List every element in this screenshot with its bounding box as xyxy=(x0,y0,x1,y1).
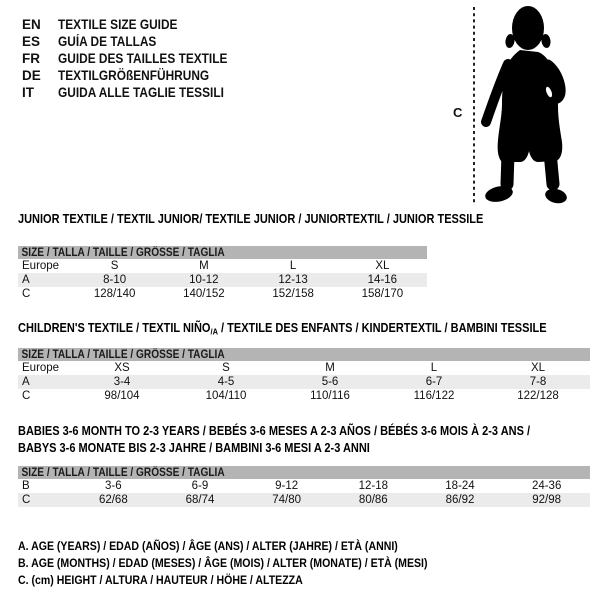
row-label: A xyxy=(22,376,30,388)
table-cell: 80/86 xyxy=(358,494,388,506)
language-row: ES GUÍA DE TALLAS xyxy=(22,33,251,50)
table-cell: 110/116 xyxy=(310,390,350,402)
row-label: B xyxy=(22,480,30,492)
row-label: Europe xyxy=(22,260,60,272)
table-cell: 3-4 xyxy=(113,376,131,388)
table-row: A 8-10 10-12 12-13 14-16 xyxy=(18,273,427,287)
table-row: C 98/104 104/110 110/116 116/122 122/128 xyxy=(18,389,590,403)
language-row: FR GUIDE DES TAILLES TEXTILE xyxy=(22,50,251,67)
language-code: IT xyxy=(22,85,34,100)
hand-gap xyxy=(545,86,553,98)
table-row: B 3-6 6-9 9-12 12-18 18-24 24-36 xyxy=(18,479,590,493)
table-cell: 6-9 xyxy=(191,480,209,492)
babies-section-heading-line2: BABYS 3-6 MONATE BIS 2-3 JAHRE / BAMBINI… xyxy=(18,441,370,455)
footnote-b: B. AGE (MONTHS) / EDAD (MESES) / ÂGE (MO… xyxy=(18,556,428,570)
junior-size-table: SIZE / TALLA / TAILLE / GRÖSSE / TAGLIA … xyxy=(18,246,427,301)
language-code: ES xyxy=(22,34,41,49)
table-cell: 14-16 xyxy=(367,274,398,286)
size-header-bar: SIZE / TALLA / TAILLE / GRÖSSE / TAGLIA xyxy=(18,246,427,259)
language-row: IT GUIDA ALLE TAGLIE TESSILI xyxy=(22,84,251,101)
row-label: Europe xyxy=(22,362,60,374)
table-cell: M xyxy=(199,260,209,272)
footnote-a: A. AGE (YEARS) / EDAD (AÑOS) / ÂGE (ANS)… xyxy=(18,539,398,553)
table-cell: L xyxy=(289,260,297,272)
table-cell: S xyxy=(222,362,230,374)
table-cell: 92/98 xyxy=(532,494,562,506)
table-cell: 158/170 xyxy=(361,288,404,300)
table-cell: 9-12 xyxy=(275,480,299,492)
table-cell: 18-24 xyxy=(445,480,475,492)
table-cell: 152/158 xyxy=(272,288,314,300)
table-row: Europe S M L XL xyxy=(18,259,427,273)
row-label: C xyxy=(22,494,31,506)
junior-section-heading: JUNIOR TEXTILE / TEXTIL JUNIOR/ TEXTILE … xyxy=(18,212,484,226)
size-header-bar: SIZE / TALLA / TAILLE / GRÖSSE / TAGLIA xyxy=(18,466,590,479)
table-row: Europe XS S M L XL xyxy=(18,361,590,375)
table-cell: 116/122 xyxy=(413,390,455,402)
table-cell: M xyxy=(325,362,335,374)
baby-silhouette-shape xyxy=(481,6,567,204)
language-label: GUÍA DE TALLAS xyxy=(58,34,157,49)
table-cell: 74/80 xyxy=(272,494,302,506)
language-code: EN xyxy=(22,17,41,32)
babies-section-heading-line1: BABIES 3-6 MONTH TO 2-3 YEARS / BEBÉS 3-… xyxy=(18,424,531,438)
language-label: TEXTILE SIZE GUIDE xyxy=(58,17,178,32)
language-label: TEXTILGRÖßENFÜHRUNG xyxy=(58,68,210,83)
children-section-heading: CHILDREN'S TEXTILE / TEXTIL NIÑO/A / TEX… xyxy=(18,321,547,337)
table-cell: 128/140 xyxy=(93,288,136,300)
table-cell: 104/110 xyxy=(205,390,247,402)
language-code: FR xyxy=(22,51,40,66)
table-cell: XS xyxy=(114,362,130,374)
height-label-c: C xyxy=(453,105,463,120)
baby-silhouette xyxy=(473,6,567,205)
table-cell: 10-12 xyxy=(189,274,219,286)
footnote-c: C. (cm) HEIGHT / ALTURA / HAUTEUR / HÖHE… xyxy=(18,573,303,587)
table-cell: 68/74 xyxy=(185,494,215,506)
table-cell: 12-18 xyxy=(358,480,389,492)
table-cell: 98/104 xyxy=(104,390,140,402)
table-cell: S xyxy=(110,260,119,272)
table-row: A 3-4 4-5 5-6 6-7 7-8 xyxy=(18,375,590,389)
row-label: C xyxy=(22,390,31,402)
language-row: EN TEXTILE SIZE GUIDE xyxy=(22,16,251,33)
table-cell: 86/92 xyxy=(445,494,475,506)
babies-size-table: SIZE / TALLA / TAILLE / GRÖSSE / TAGLIA … xyxy=(18,466,590,507)
language-label: GUIDE DES TAILLES TEXTILE xyxy=(58,51,228,66)
table-cell: 4-5 xyxy=(217,376,235,388)
table-row: C 128/140 140/152 152/158 158/170 xyxy=(18,287,427,301)
row-label: A xyxy=(22,274,30,286)
table-cell: 24-36 xyxy=(531,480,562,492)
table-cell: 6-7 xyxy=(425,376,443,388)
table-cell: 12-13 xyxy=(278,274,308,286)
language-row: DE TEXTILGRÖßENFÜHRUNG xyxy=(22,67,251,84)
table-cell: 5-6 xyxy=(321,376,339,388)
table-cell: 7-8 xyxy=(529,376,547,388)
children-size-table: SIZE / TALLA / TAILLE / GRÖSSE / TAGLIA … xyxy=(18,348,590,403)
size-header-bar: SIZE / TALLA / TAILLE / GRÖSSE / TAGLIA xyxy=(18,348,590,361)
language-guide: EN TEXTILE SIZE GUIDE ES GUÍA DE TALLAS … xyxy=(22,16,251,101)
table-cell: 122/128 xyxy=(517,390,559,402)
table-cell: 3-6 xyxy=(105,480,122,492)
table-cell: 8-10 xyxy=(103,274,127,286)
table-cell: L xyxy=(430,362,438,374)
table-row: C 62/68 68/74 74/80 80/86 86/92 92/98 xyxy=(18,493,590,507)
table-cell: XL xyxy=(375,260,390,272)
table-cell: 140/152 xyxy=(183,288,225,300)
table-cell: XL xyxy=(530,362,546,374)
language-code: DE xyxy=(22,68,41,83)
table-cell: 62/68 xyxy=(98,494,128,506)
language-label: GUIDA ALLE TAGLIE TESSILI xyxy=(58,85,224,100)
row-label: C xyxy=(22,288,31,300)
